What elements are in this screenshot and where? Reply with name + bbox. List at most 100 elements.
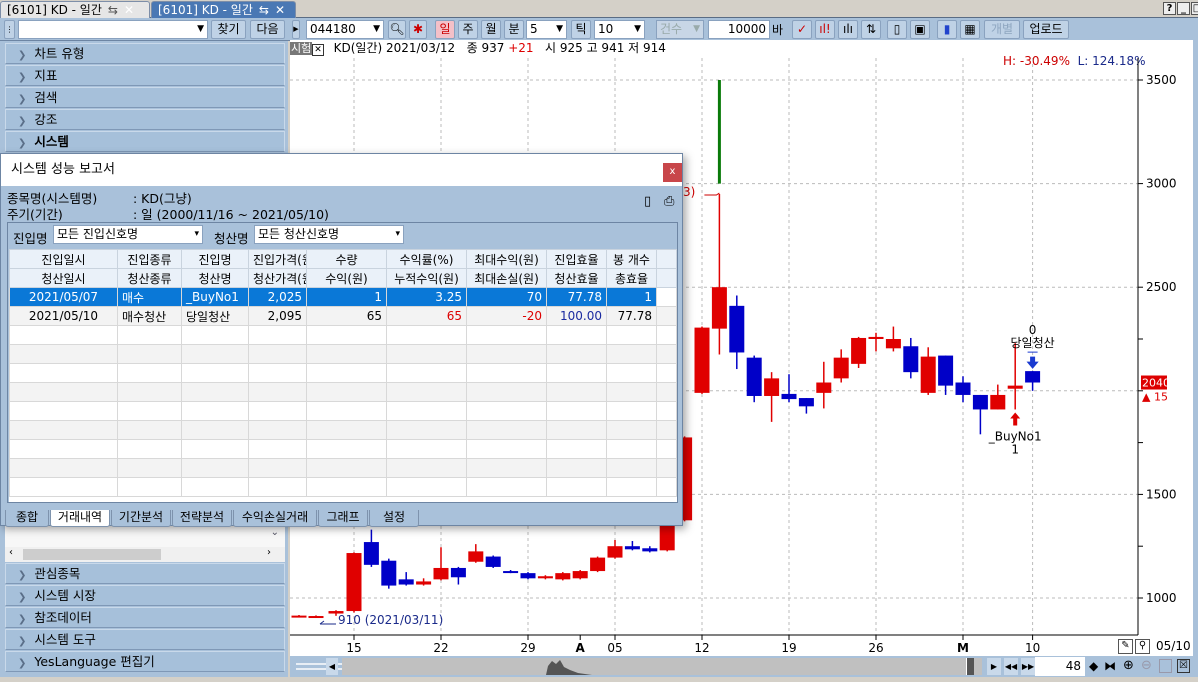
scroll-left-icon[interactable]: ◀ xyxy=(326,658,338,675)
magnifier-icon[interactable]: ⚲ xyxy=(1135,639,1150,654)
table-row[interactable] xyxy=(9,420,677,440)
section-system-market[interactable]: ❯ 시스템 시장 xyxy=(5,585,285,606)
table-row[interactable]: 2021/05/10 매수청산 당일청산 2,095 65 65 -20 100.00 77.7… xyxy=(9,306,677,326)
table-row[interactable] xyxy=(9,344,677,364)
tick-button[interactable]: 틱 xyxy=(571,20,591,39)
fast-forward-icon[interactable]: ▶▶ xyxy=(1021,658,1035,675)
column-header[interactable]: 진입일시 xyxy=(9,249,118,269)
column-header[interactable]: 수익(원) xyxy=(306,268,387,288)
dialog-tab[interactable]: 수익손실거래 xyxy=(233,510,317,527)
section-yeslanguage-editor[interactable]: ❯ YesLanguage 편집기 xyxy=(5,651,285,672)
column-header[interactable]: 청산효율 xyxy=(546,268,607,288)
table-row[interactable] xyxy=(9,325,677,345)
zoom-out-icon[interactable]: ⊖ xyxy=(1141,658,1152,673)
scroll-left-icon[interactable]: ‹ xyxy=(9,547,13,558)
rewind-icon[interactable]: ◀◀ xyxy=(1004,658,1018,675)
up-down-arrows-icon[interactable]: ⇅ xyxy=(861,20,881,39)
section-highlight[interactable]: ❯ 강조 xyxy=(5,109,285,130)
scroll-thumb[interactable] xyxy=(966,658,974,675)
scroll-thumb[interactable] xyxy=(23,549,161,560)
left-search-combo[interactable]: ▼ xyxy=(18,20,208,39)
column-header[interactable]: 총효율 xyxy=(606,268,657,288)
upload-button[interactable]: 업로드 xyxy=(1023,20,1069,39)
dialog-tab[interactable]: 설정 xyxy=(369,510,419,527)
section-system[interactable]: ❯ 시스템 xyxy=(5,131,285,152)
reset-icon[interactable]: ☒ xyxy=(1177,659,1190,673)
section-watchlist[interactable]: ❯ 관심종목 xyxy=(5,563,285,584)
search-icon[interactable]: 🔍︎ xyxy=(388,20,406,39)
column-header[interactable]: 청산명 xyxy=(181,268,249,288)
section-system-tools[interactable]: ❯ 시스템 도구 xyxy=(5,629,285,650)
entry-select[interactable]: 모든 진입신호명 ▾ xyxy=(53,225,203,244)
trend-check-icon[interactable]: ✓ xyxy=(792,20,812,39)
column-header[interactable]: 수량 xyxy=(306,249,387,269)
scroll-track[interactable] xyxy=(342,658,982,675)
expand-arrow-icon[interactable]: ▶ xyxy=(292,20,300,39)
close-tab-icon[interactable]: ✕ xyxy=(123,3,134,17)
section-indicator[interactable]: ❯ 지표 xyxy=(5,65,285,86)
search-star-icon[interactable]: ✱ xyxy=(409,20,427,39)
column-header[interactable]: 최대손실(원) xyxy=(466,268,547,288)
table-row[interactable] xyxy=(9,382,677,402)
signal-bars-icon[interactable]: ıl! xyxy=(815,20,835,39)
column-header[interactable]: 청산가격(원) xyxy=(248,268,307,288)
dialog-tab[interactable]: 기간분석 xyxy=(111,510,171,527)
exit-select[interactable]: 모든 청산신호명 ▾ xyxy=(254,225,404,244)
system-list[interactable]: ⌄ xyxy=(5,525,285,547)
individual-button[interactable]: 개별 xyxy=(984,20,1020,39)
window-tab-1[interactable]: [6101] KD - 일간 ⇆ ✕ xyxy=(0,1,150,18)
count-combo[interactable]: 건수 ▼ xyxy=(656,20,704,39)
minimize-button[interactable]: _ xyxy=(1177,2,1190,15)
scroll-right-icon[interactable]: › xyxy=(267,547,271,558)
pencil-icon[interactable]: ✎ xyxy=(1118,639,1133,654)
close-badge-icon[interactable]: ✕ xyxy=(312,44,324,56)
visible-bars-input[interactable]: 48 xyxy=(1035,657,1085,676)
symbol-combo[interactable]: 044180 ▼ xyxy=(306,20,384,39)
help-button[interactable]: ? xyxy=(1163,2,1176,15)
period-week-button[interactable]: 주 xyxy=(458,20,478,39)
table-row[interactable] xyxy=(9,401,677,421)
print-icon[interactable]: ⎙ xyxy=(664,194,675,209)
candle-icon[interactable]: ▮ xyxy=(937,20,957,39)
collapse-icon[interactable]: ⧓ xyxy=(1104,659,1116,673)
section-chart-type[interactable]: ❯ 차트 유형 xyxy=(5,43,285,64)
section-search[interactable]: ❯ 검색 xyxy=(5,87,285,108)
column-header[interactable]: 수익률(%) xyxy=(386,249,467,269)
grip-icon[interactable] xyxy=(296,663,346,670)
maximize-button[interactable]: □ xyxy=(1191,2,1198,15)
horizontal-scrollbar[interactable]: ‹ › xyxy=(5,547,285,562)
minute-combo[interactable]: 5 ▼ xyxy=(526,20,567,39)
play-icon[interactable]: ▶ xyxy=(987,658,1001,675)
dialog-close-button[interactable]: x xyxy=(663,163,682,182)
table-row[interactable] xyxy=(9,363,677,383)
period-minute-button[interactable]: 분 xyxy=(504,20,524,39)
expand-icon[interactable]: ◆ xyxy=(1089,659,1099,673)
dialog-tab[interactable]: 거래내역 xyxy=(50,510,110,527)
dialog-tab[interactable]: 종합 xyxy=(5,510,49,527)
report-icon[interactable]: ▣ xyxy=(910,20,930,39)
find-button[interactable]: 찾기 xyxy=(211,20,246,39)
zoom-in-icon[interactable]: ⊕ xyxy=(1123,658,1134,673)
panel-grip-icon[interactable]: ⋮ xyxy=(4,20,15,39)
dialog-tab[interactable]: 그래프 xyxy=(318,510,368,527)
tick-combo[interactable]: 10 ▼ xyxy=(594,20,645,39)
bars-icon[interactable]: ılı xyxy=(838,20,858,39)
close-tab-icon[interactable]: ✕ xyxy=(274,3,285,17)
table-row[interactable]: 2021/05/07 매수 _BuyNo1 2,025 1 3.25 70 77.78 1 xyxy=(9,287,677,307)
fit-icon[interactable] xyxy=(1159,659,1172,673)
table-row[interactable] xyxy=(9,439,677,459)
bar-count-input[interactable]: 10000 xyxy=(708,20,770,39)
section-reference-data[interactable]: ❯ 참조데이터 xyxy=(5,607,285,628)
scroll-down-icon[interactable]: ⌄ xyxy=(270,527,279,538)
period-day-button[interactable]: 일 xyxy=(435,20,455,39)
column-header[interactable]: 진입효율 xyxy=(546,249,607,269)
grid-icon[interactable]: ▦ xyxy=(960,20,980,39)
document-icon[interactable]: ▯ xyxy=(887,20,907,39)
column-header[interactable]: 최대수익(원) xyxy=(466,249,547,269)
window-tab-2[interactable]: [6101] KD - 일간 ⇆ ✕ xyxy=(151,1,296,18)
column-header[interactable]: 진입가격(원) xyxy=(248,249,307,269)
column-header[interactable]: 진입종류 xyxy=(117,249,182,269)
column-header[interactable]: 누적수익(원) xyxy=(386,268,467,288)
dialog-tab[interactable]: 전략분석 xyxy=(172,510,232,527)
